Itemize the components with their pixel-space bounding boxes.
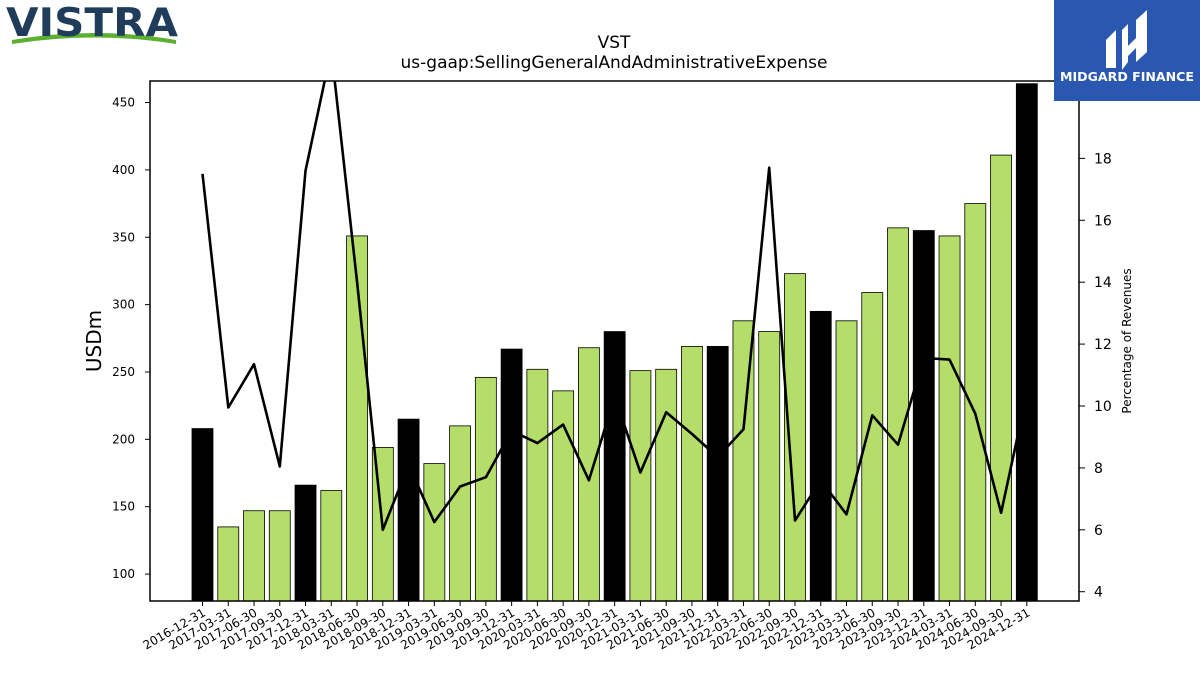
bar-2017-12-31 [294,484,317,602]
midgard-finance-logo: MIDGARD FINANCE [1054,0,1200,101]
percentage-line [201,81,1029,532]
left-tick-label: 400 [112,163,135,177]
chart-title: VST [598,33,631,53]
right-tick-label: 10 [1094,399,1112,415]
bar-2017-09-30 [268,510,291,602]
bar-2023-09-30 [887,227,909,602]
left-tick-label: 200 [112,432,135,446]
left-tick-label: 250 [112,365,135,379]
bar-2024-09-30 [990,154,1012,602]
left-tick-label: 450 [112,96,135,110]
bar-2023-03-31 [835,320,858,602]
x-axis-ticks: 2016-12-312017-03-312017-06-302017-09-30… [141,601,1032,652]
bar-2019-06-30 [449,425,472,602]
y-axis-label-right: Percentage of Revenues [1120,268,1134,413]
bar-2020-12-31 [603,331,626,602]
right-tick-label: 16 [1094,213,1112,229]
chart-subtitle: us-gaap:SellingGeneralAndAdministrativeE… [401,53,828,73]
right-tick-label: 14 [1094,275,1112,291]
bar-2020-09-30 [578,347,600,602]
left-tick-label: 100 [112,567,135,581]
bar-2022-06-30 [758,331,781,602]
bar-2024-12-31 [1015,83,1038,602]
right-tick-label: 18 [1094,151,1112,167]
right-tick-label: 4 [1094,585,1103,601]
bar-2017-03-31 [217,526,240,602]
svg-text:MIDGARD FINANCE: MIDGARD FINANCE [1060,69,1194,84]
vistra-logo: VISTRA [6,1,178,46]
bar-2018-03-31 [320,490,343,602]
right-tick-label: 6 [1094,523,1103,539]
bar-2022-12-31 [809,310,832,602]
left-tick-label: 150 [112,500,135,514]
bar-2024-03-31 [938,235,961,602]
right-tick-label: 12 [1094,337,1112,353]
bar-2024-06-30 [964,203,987,602]
bar-2021-03-31 [629,370,652,602]
bar-2021-06-30 [655,368,678,602]
bar-2020-06-30 [552,390,575,602]
bar-2017-06-30 [243,510,265,602]
bar-2019-09-30 [474,376,497,602]
right-tick-label: 8 [1094,461,1103,477]
bar-2019-12-31 [500,348,523,602]
left-tick-label: 350 [112,230,135,244]
bar-2018-12-31 [397,418,420,602]
bar-2016-12-31 [191,428,214,602]
bar-2021-12-31 [706,345,729,602]
y-axis-label: USDm [82,310,106,372]
line-layer [201,81,1029,532]
bar-2021-09-30 [681,345,703,602]
bar-2020-03-31 [526,368,549,602]
bar-2023-12-31 [912,230,935,602]
bars-layer [191,83,1038,602]
svg-text:VISTRA: VISTRA [6,1,178,46]
left-tick-label: 300 [112,298,135,312]
left-axis-ticks: 100 150 200 250 300 350 400 450 [112,96,150,581]
right-axis-ticks: 4 6 8 10 12 14 16 18 [1079,151,1112,601]
bar-2019-03-31 [423,463,446,602]
